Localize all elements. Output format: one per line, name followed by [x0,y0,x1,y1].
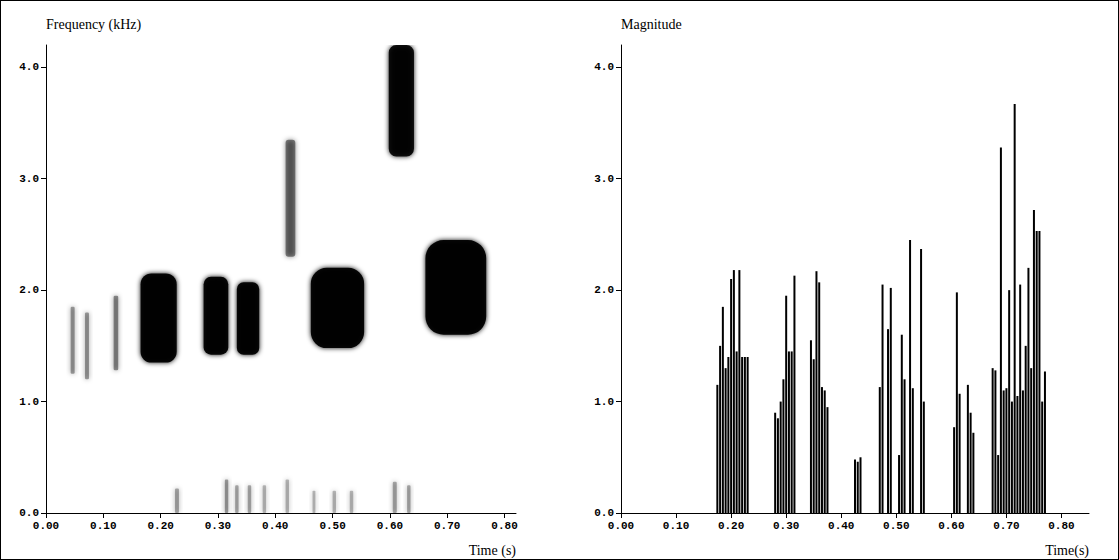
svg-text:0.00: 0.00 [608,520,634,532]
svg-text:0.30: 0.30 [773,520,799,532]
svg-text:0.20: 0.20 [718,520,744,532]
svg-text:0.80: 0.80 [1048,520,1074,532]
svg-text:4.0: 4.0 [594,61,614,73]
svg-text:0.00: 0.00 [33,520,59,532]
svg-text:0.30: 0.30 [205,520,231,532]
svg-text:4.0: 4.0 [19,61,39,73]
svg-text:0.20: 0.20 [147,520,173,532]
svg-text:0.0: 0.0 [19,507,39,519]
svg-text:0.40: 0.40 [828,520,854,532]
svg-text:0.50: 0.50 [883,520,909,532]
svg-text:0.60: 0.60 [377,520,403,532]
svg-text:0.80: 0.80 [491,520,517,532]
svg-text:0.10: 0.10 [663,520,689,532]
svg-text:3.0: 3.0 [19,173,39,185]
svg-text:2.0: 2.0 [594,284,614,296]
svg-text:0.70: 0.70 [434,520,460,532]
svg-text:0.70: 0.70 [993,520,1019,532]
svg-text:Time(s): Time(s) [1045,543,1089,559]
svg-text:0.60: 0.60 [938,520,964,532]
svg-text:0.0: 0.0 [594,507,614,519]
svg-text:Magnitude: Magnitude [621,17,682,32]
svg-text:1.0: 1.0 [19,396,39,408]
svg-text:0.10: 0.10 [90,520,116,532]
svg-text:0.40: 0.40 [262,520,288,532]
svg-text:Frequency (kHz): Frequency (kHz) [46,17,142,33]
svg-text:Time (s): Time (s) [469,543,517,559]
svg-text:0.50: 0.50 [319,520,345,532]
svg-text:3.0: 3.0 [594,173,614,185]
svg-text:2.0: 2.0 [19,284,39,296]
svg-text:1.0: 1.0 [594,396,614,408]
